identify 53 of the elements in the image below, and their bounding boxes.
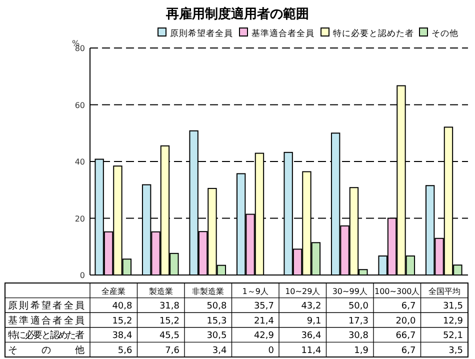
data-label: 1,9 — [354, 346, 369, 356]
data-label: 21,4 — [254, 316, 274, 326]
data-label: 31,5 — [442, 302, 463, 312]
x-tick-label: 製造業 — [148, 286, 173, 296]
data-label: 9,1 — [306, 316, 322, 326]
data-label: 5,6 — [118, 346, 133, 356]
x-tick-label: 30~99人 — [332, 286, 368, 296]
legend-label: 原則希望者全員 — [170, 28, 233, 39]
data-label: 3,4 — [212, 346, 228, 356]
chart-title: 再雇用制度適用者の範囲 — [165, 6, 309, 22]
data-label: 7,6 — [165, 346, 180, 356]
text: 特に必要と認めた者 — [8, 330, 85, 342]
data-label: 52,1 — [442, 331, 463, 342]
data-label: 45,5 — [159, 331, 180, 342]
y-tick-label: 60 — [74, 100, 85, 110]
x-tick-label: 1～9人 — [242, 286, 268, 296]
data-label: 15,2 — [112, 316, 132, 326]
legend-label: その他 — [432, 28, 458, 39]
y-tick-label: 40 — [74, 158, 85, 166]
data-label: 20,0 — [396, 316, 416, 326]
data-label: 0 — [268, 346, 274, 356]
data-label: 50,0 — [348, 302, 369, 312]
x-tick-label: 10~29人 — [285, 286, 320, 296]
x-tick-label: 100~300人 — [374, 286, 420, 296]
data-label: 50,8 — [206, 302, 228, 312]
data-label: 35,7 — [254, 302, 274, 312]
data-label: 43,2 — [301, 302, 322, 312]
x-tick-label: 全国平均 — [428, 286, 460, 296]
data-label: 17,3 — [348, 316, 368, 326]
data-label: 15,2 — [159, 316, 180, 326]
data-label: 31,8 — [159, 302, 180, 312]
x-tick-label: 非製造業 — [192, 286, 224, 296]
data-label: 36,4 — [301, 331, 322, 342]
data-label: 40,8 — [112, 302, 133, 312]
data-label: 38,4 — [112, 331, 133, 342]
data-label: 42,9 — [254, 331, 274, 342]
text: その他 — [8, 345, 85, 356]
data-label: 12,9 — [442, 316, 464, 326]
y-tick-label: 0 — [80, 271, 85, 280]
data-label: 3,5 — [448, 346, 463, 356]
data-label: 6,7 — [401, 346, 416, 356]
data-label: 15,3 — [206, 316, 227, 326]
legend-label: 特に必要と認めた者 — [333, 28, 414, 39]
y-tick-label: 20 — [74, 214, 85, 224]
data-label: 11,4 — [301, 346, 322, 356]
text: 基準適合者全員 — [8, 315, 85, 326]
text: 原則希望者全員 — [8, 300, 85, 312]
data-label: 6,7 — [401, 302, 416, 312]
data-label: 30,5 — [206, 331, 227, 342]
data-label: 66,7 — [396, 331, 416, 342]
data-label: 30,8 — [348, 331, 369, 342]
legend-label: 基準適合者全員 — [252, 28, 314, 39]
x-tick-label: 全産業 — [102, 286, 126, 296]
